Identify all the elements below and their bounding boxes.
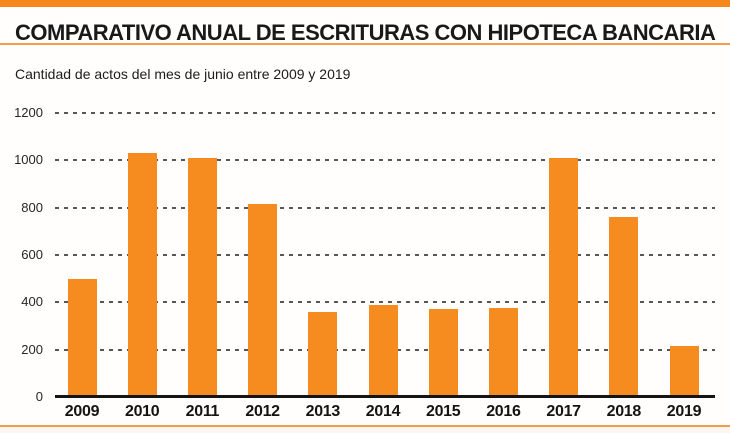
y-tick-label-800: 800 (21, 199, 43, 215)
chart-title: COMPARATIVO ANUAL DE ESCRITURAS CON HIPO… (15, 20, 716, 45)
x-tick-label-2018: 2018 (606, 403, 642, 420)
y-tick-label-400: 400 (21, 294, 43, 310)
gridline-400 (55, 301, 715, 304)
x-tick-label-2013: 2013 (305, 403, 341, 420)
x-tick-label-2012: 2012 (245, 403, 280, 420)
bar-2011 (187, 157, 217, 397)
y-tick-label-1000: 1000 (14, 152, 43, 168)
x-tick-label-2010: 2010 (124, 403, 160, 420)
bar-2010 (127, 153, 157, 397)
plot-area (55, 112, 715, 398)
x-tick-label-2017: 2017 (546, 403, 581, 420)
bar-2013 (308, 311, 338, 397)
bottom-accent-line (0, 425, 730, 427)
x-tick-label-2019: 2019 (666, 403, 702, 420)
x-tick-label-2014: 2014 (365, 403, 401, 420)
y-tick-label-600: 600 (21, 247, 43, 262)
x-tick-label-2011: 2011 (185, 403, 220, 420)
gridline-800 (55, 206, 715, 209)
footer-strip (0, 427, 730, 433)
x-tick-label-2015: 2015 (425, 403, 461, 420)
x-axis-line (55, 395, 715, 398)
title-underline (0, 43, 730, 45)
x-tick-label-2016: 2016 (486, 403, 521, 420)
bar-2014 (368, 304, 398, 397)
bar-2018 (609, 217, 639, 397)
bar-2016 (488, 308, 518, 397)
bar-2015 (428, 309, 458, 397)
bar-2017 (549, 157, 579, 397)
x-tick-label-2009: 2009 (64, 403, 100, 420)
bar-2009 (67, 278, 97, 397)
top-accent-bar (0, 0, 730, 7)
bar-2012 (248, 204, 278, 397)
y-tick-label-200: 200 (21, 341, 43, 357)
y-tick-label-1200: 1200 (14, 105, 43, 120)
chart-subtitle: Cantidad de actos del mes de junio entre… (15, 66, 351, 82)
gridline-600 (55, 254, 715, 256)
gridline-1200 (55, 112, 715, 114)
bar-2019 (669, 346, 699, 397)
gridline-1000 (55, 159, 715, 162)
y-tick-label-0: 0 (35, 389, 43, 404)
